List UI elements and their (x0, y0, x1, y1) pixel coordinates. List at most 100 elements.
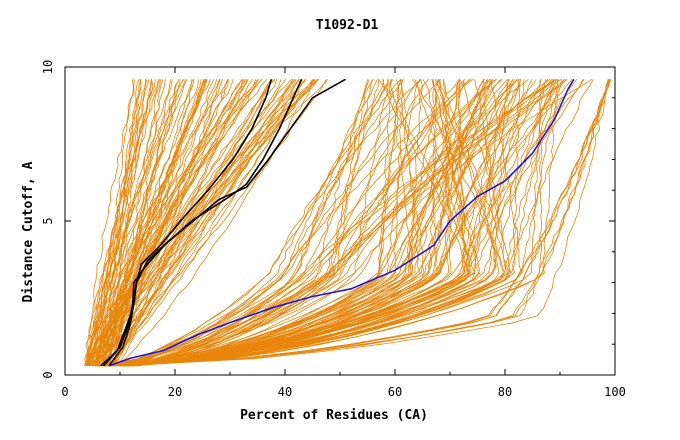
model-curve (133, 79, 369, 367)
model-curve (132, 79, 549, 367)
model-curve (113, 79, 318, 367)
model-curve (95, 79, 319, 366)
model-curve (127, 79, 439, 367)
model-curve (119, 79, 557, 367)
model-curve (113, 79, 485, 367)
model-curve (119, 79, 612, 367)
model-curve (101, 79, 188, 366)
x-tick-label: 100 (604, 385, 626, 399)
model-curve (129, 78, 593, 367)
y-axis-ticks: 0 5 10 (41, 60, 615, 379)
model-curve (134, 79, 437, 367)
model-curve (110, 79, 441, 367)
x-tick-label: 60 (388, 385, 402, 399)
model-curve (110, 79, 373, 367)
model-curve (121, 79, 495, 367)
model-curve (85, 79, 242, 367)
model-curve (108, 78, 558, 367)
model-curve (105, 79, 161, 366)
model-curve (107, 79, 278, 366)
model-curve (115, 79, 195, 366)
model-curve (115, 79, 508, 367)
x-axis-label: Percent of Residues (CA) (240, 408, 428, 423)
model-curve (126, 79, 512, 367)
model-curve (97, 79, 248, 366)
model-curve (111, 79, 584, 367)
model-curve (105, 79, 491, 367)
model-curves-bundle (84, 78, 612, 367)
highlighted-curves (100, 78, 575, 367)
model-curve (112, 79, 476, 367)
model-curve (87, 79, 160, 366)
model-curve (103, 79, 401, 367)
model-curve (86, 79, 142, 366)
model-curve (105, 79, 469, 367)
model-curve (108, 79, 378, 367)
model-curve (108, 79, 565, 367)
model-curve (105, 79, 234, 366)
model-curve (123, 79, 504, 367)
x-tick-label: 40 (278, 385, 292, 399)
model-curve (129, 78, 568, 367)
model-curve (122, 79, 488, 367)
model-curve (105, 78, 472, 367)
series-line-3 (100, 78, 346, 367)
x-tick-label: 20 (168, 385, 182, 399)
y-tick-label: 0 (41, 371, 55, 378)
y-tick-label: 5 (41, 217, 55, 224)
model-curve (115, 79, 430, 367)
model-curve (103, 79, 520, 367)
y-tick-label: 10 (41, 60, 55, 74)
model-curve (89, 79, 208, 366)
model-curve (114, 79, 206, 366)
model-curve (117, 79, 274, 367)
model-curve (94, 79, 554, 367)
model-curve (120, 79, 543, 367)
series-line-1 (108, 79, 273, 367)
model-curve (84, 79, 194, 366)
model-curve (107, 79, 181, 366)
model-curve (100, 79, 306, 367)
model-curve (94, 79, 491, 367)
model-curve (120, 79, 379, 367)
model-curve (137, 79, 565, 367)
model-curve (96, 79, 470, 367)
model-curve (114, 79, 481, 367)
model-curve (106, 79, 180, 366)
x-tick-label: 0 (61, 385, 68, 399)
model-curve (99, 79, 374, 367)
x-tick-label: 80 (498, 385, 512, 399)
model-curve (112, 79, 221, 366)
model-curve (85, 79, 135, 366)
model-curve (88, 79, 199, 366)
y-axis-label: Distance Cutoff, A (21, 161, 36, 302)
model-curve (132, 79, 518, 367)
model-curve (87, 79, 259, 366)
model-curve (123, 79, 389, 367)
model-curve (132, 79, 500, 367)
model-curve (97, 79, 533, 367)
model-curve (108, 79, 609, 367)
model-curve (107, 79, 307, 366)
model-curve (127, 79, 559, 367)
model-curve (103, 79, 486, 367)
model-curve (92, 79, 304, 367)
chart-title: T1092-D1 (316, 18, 379, 33)
model-curve (102, 79, 610, 367)
model-curve (120, 79, 394, 367)
model-curve (108, 79, 514, 367)
model-curve (98, 79, 509, 367)
model-curve (123, 79, 514, 367)
plot-area (84, 78, 612, 367)
model-curve (101, 79, 319, 366)
model-curve (84, 79, 152, 367)
model-curve (108, 79, 466, 367)
x-axis-ticks: 0 20 40 60 80 100 (61, 67, 626, 399)
model-curve (103, 79, 494, 367)
series-line-4 (108, 78, 575, 367)
model-curve (84, 79, 156, 366)
model-curve (125, 79, 480, 367)
model-curve (109, 79, 314, 367)
model-curve (88, 79, 159, 366)
